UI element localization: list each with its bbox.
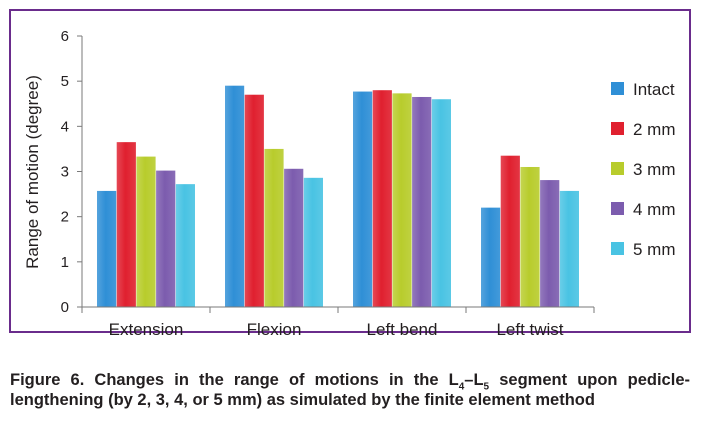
bar-4-mm-left-twist (540, 180, 560, 307)
bar-3-mm-left-bend (392, 93, 412, 307)
figure-caption: Figure 6. Changes in the range of motion… (10, 370, 690, 410)
y-axis-label-group: Range of motion (degree) (23, 75, 42, 269)
y-tick-label: 3 (61, 164, 69, 181)
legend-swatch (611, 162, 624, 175)
bars (97, 85, 579, 308)
bar-chart: Range of motion (degree) 0 1 2 3 4 5 6 Extensi… (23, 28, 676, 339)
bar-3-mm-left-twist (520, 166, 540, 307)
x-tick-label: Left bend (367, 320, 438, 339)
legend-label: Intact (633, 80, 675, 99)
y-tick-label: 1 (61, 254, 69, 271)
legend-swatch (611, 242, 624, 255)
bar-3-mm-flexion (264, 148, 284, 307)
caption-prefix: Figure 6. Changes in the range of motion… (10, 371, 459, 389)
x-tick-label: Left twist (496, 320, 563, 339)
bar-4-mm-left-bend (412, 96, 432, 307)
bar-4-mm-flexion (284, 168, 304, 307)
y-tick-label: 2 (61, 209, 69, 226)
caption-sub-2: 5 (483, 381, 490, 393)
y-tick-label: 0 (61, 299, 69, 316)
bar-intact-flexion (225, 85, 245, 307)
legend-swatch (611, 82, 624, 95)
bar-3-mm-extension (136, 156, 156, 307)
bar-2-mm-left-bend (372, 90, 392, 307)
legend-label: 2 mm (633, 120, 676, 139)
y-axis-label: Range of motion (degree) (23, 75, 42, 269)
legend-label: 3 mm (633, 160, 676, 179)
x-axis-ticks: Extension Flexion Left bend Left twist (81, 307, 595, 339)
caption-sub-1: 4 (458, 381, 465, 393)
legend-swatch (611, 202, 624, 215)
caption-suffix: segment upon pedicle-lengthening (by 2, … (10, 371, 690, 409)
legend-label: 5 mm (633, 240, 676, 259)
y-tick-label: 4 (61, 118, 69, 135)
bar-2-mm-left-twist (500, 155, 520, 307)
bar-2-mm-flexion (244, 94, 264, 307)
x-tick-label: Flexion (247, 320, 302, 339)
bar-intact-left-twist (481, 207, 501, 307)
bar-2-mm-extension (116, 142, 136, 307)
bar-5-mm-left-bend (431, 99, 451, 307)
legend: Intact 2 mm 3 mm 4 mm 5 mm (611, 80, 676, 259)
y-tick-label: 5 (61, 73, 69, 90)
bar-intact-left-bend (353, 91, 373, 308)
bar-5-mm-flexion (303, 177, 323, 307)
bar-5-mm-left-twist (559, 190, 579, 307)
y-tick-label: 6 (61, 28, 69, 45)
bar-5-mm-extension (175, 184, 195, 307)
caption-dash: –L (464, 371, 484, 389)
legend-label: 4 mm (633, 200, 676, 219)
bar-intact-extension (97, 190, 117, 307)
bar-4-mm-extension (156, 170, 176, 307)
x-tick-label: Extension (109, 320, 184, 339)
legend-swatch (611, 122, 624, 135)
y-axis-ticks: 0 1 2 3 4 5 6 (61, 28, 82, 316)
